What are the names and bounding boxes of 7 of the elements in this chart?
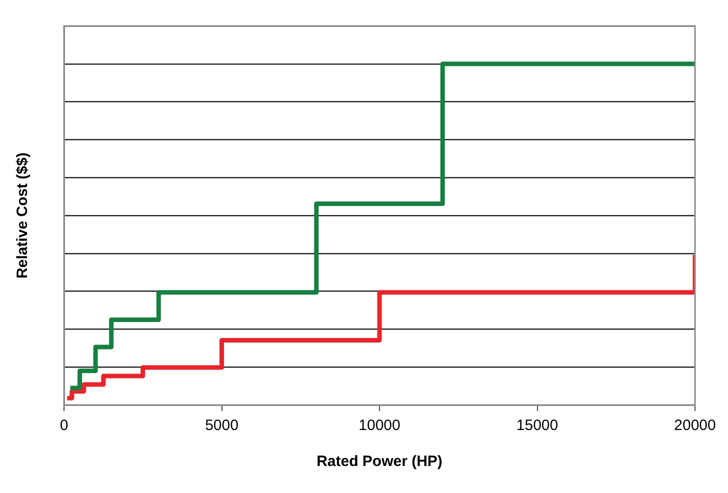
x-tick-label: 5000 [205, 417, 238, 434]
x-tick-label: 15000 [516, 417, 558, 434]
x-tick-label: 10000 [358, 417, 400, 434]
y-axis-title: Relative Cost ($$) [14, 152, 32, 278]
x-tick-label: 20000 [674, 417, 716, 434]
x-tick-label: 0 [60, 417, 68, 434]
x-axis-title: Rated Power (HP) [316, 453, 442, 470]
